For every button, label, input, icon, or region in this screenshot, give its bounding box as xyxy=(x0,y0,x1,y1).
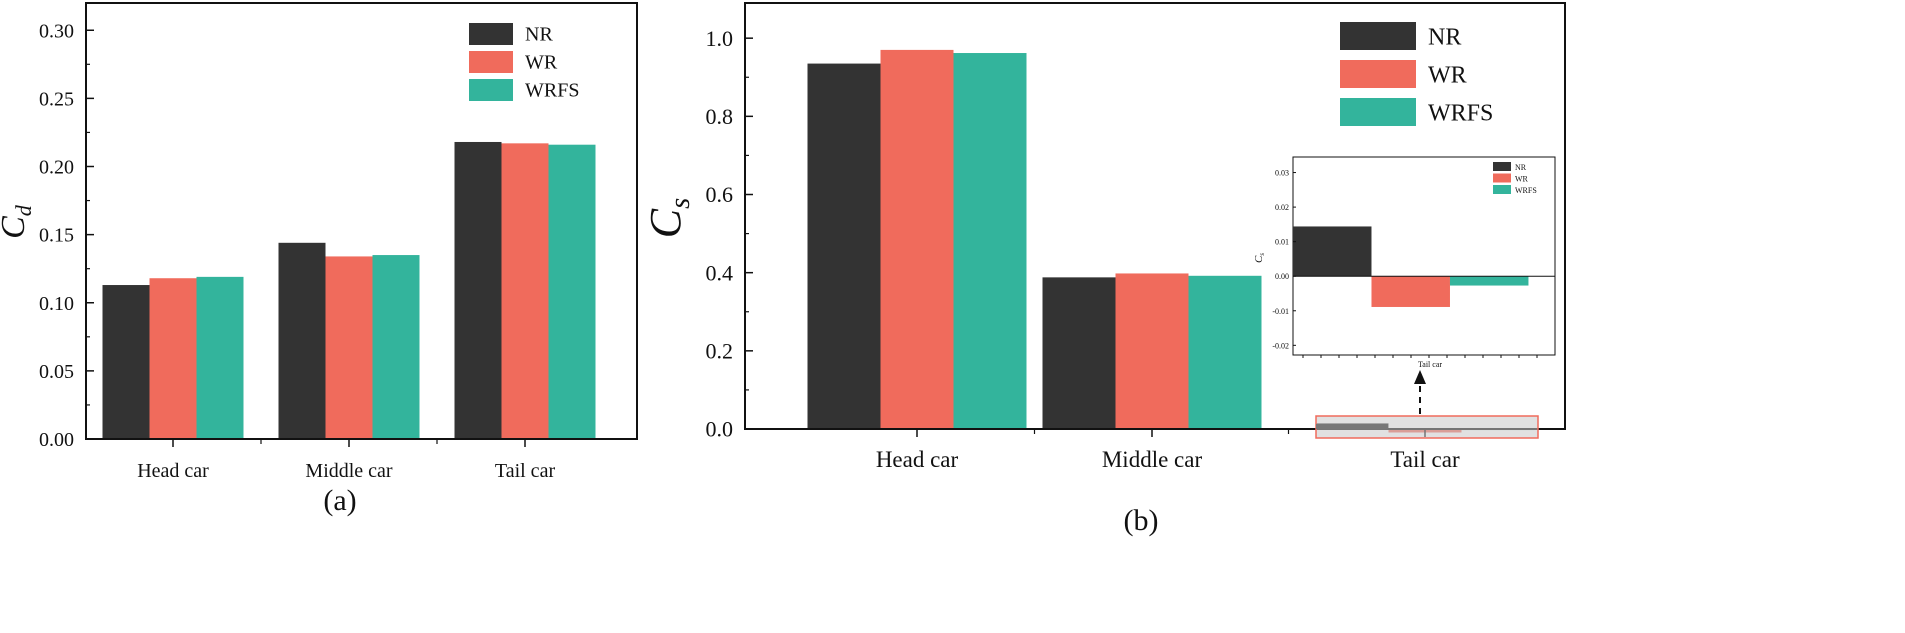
bar-WR-1 xyxy=(325,256,373,439)
bar-WR-2 xyxy=(501,143,549,439)
x-tick-label: Middle car xyxy=(305,460,393,482)
inset-bar-WRFS xyxy=(1449,276,1529,286)
highlight-bar-preview xyxy=(1316,424,1388,429)
bar-WRFS-2 xyxy=(548,144,596,439)
inset-legend-swatch-WR xyxy=(1493,173,1511,183)
y-axis-label: Cd xyxy=(0,204,36,239)
y-tick-label: 0.10 xyxy=(39,293,74,315)
inset-legend-label-WRFS: WRFS xyxy=(1515,186,1537,195)
panel-label: (b) xyxy=(1124,504,1159,537)
y-tick-label: 0.25 xyxy=(39,88,74,110)
bar-WR-1 xyxy=(1115,273,1189,429)
legend-swatch-WRFS xyxy=(469,79,513,101)
y-tick-label: 0.05 xyxy=(39,361,74,383)
arrow-head-icon xyxy=(1414,370,1426,384)
y-tick-label: 1.0 xyxy=(706,26,734,51)
bar-WRFS-1 xyxy=(372,255,420,439)
inset-y-tick-label: 0.02 xyxy=(1275,203,1289,212)
bar-NR-2 xyxy=(454,141,502,439)
inset-legend-swatch-NR xyxy=(1493,162,1511,171)
x-tick-label: Tail car xyxy=(495,460,556,482)
legend-label-WRFS: WRFS xyxy=(1428,100,1493,126)
inset-y-tick-label: -0.02 xyxy=(1272,341,1289,350)
y-tick-label: 0.00 xyxy=(39,429,74,451)
bar-NR-0 xyxy=(102,285,150,439)
inset-y-label-main: C xyxy=(1253,255,1265,263)
inset-y-tick-label: 0.00 xyxy=(1275,272,1289,281)
y-axis-label-main: C xyxy=(641,208,690,238)
inset-legend-label-WR: WR xyxy=(1515,175,1529,184)
bar-NR-1 xyxy=(278,242,326,439)
panel-label: (a) xyxy=(323,484,356,517)
x-tick-label: Tail car xyxy=(1390,447,1460,472)
y-axis-label-sub: s xyxy=(665,198,696,209)
inset-y-tick-label: 0.03 xyxy=(1275,169,1289,178)
legend-swatch-NR xyxy=(469,23,513,45)
bar-NR-0 xyxy=(807,63,881,430)
legend-swatch-WR xyxy=(1340,60,1416,88)
inset-bar-NR xyxy=(1293,226,1372,277)
x-tick-label: Middle car xyxy=(1102,447,1203,472)
y-axis-label-main: C xyxy=(0,216,32,239)
bar-WRFS-1 xyxy=(1188,275,1262,429)
inset-x-tick-label: Tail car xyxy=(1418,360,1442,369)
legend-swatch-WR xyxy=(469,51,513,73)
x-tick-label: Head car xyxy=(876,447,959,472)
inset-y-tick-label: 0.01 xyxy=(1275,238,1289,247)
y-tick-label: 0.0 xyxy=(706,417,734,442)
x-tick-label: Head car xyxy=(137,460,209,482)
inset-legend-swatch-WRFS xyxy=(1493,185,1511,194)
legend-swatch-WRFS xyxy=(1340,98,1416,126)
y-tick-label: 0.15 xyxy=(39,225,74,247)
bar-WR-0 xyxy=(880,49,954,430)
legend-label-NR: NR xyxy=(1428,24,1461,50)
y-tick-label: 0.6 xyxy=(706,182,734,207)
y-axis-label: Cs xyxy=(641,198,696,239)
bar-WR-0 xyxy=(149,278,197,439)
inset-bar-WR xyxy=(1371,276,1450,307)
y-tick-label: 0.4 xyxy=(706,260,734,285)
legend-label-WRFS: WRFS xyxy=(525,80,579,102)
chart-panel-0: 0.00 0.05 0.10 0.15 0.20 0.25 0.30 Head car Midd… xyxy=(0,2,638,517)
inset-y-label-sub: s xyxy=(1258,253,1266,256)
legend-label-WR: WR xyxy=(1428,62,1467,88)
inset-y-tick-label: -0.01 xyxy=(1272,307,1289,316)
bar-WRFS-0 xyxy=(953,53,1027,429)
y-tick-label: 0.8 xyxy=(706,104,734,129)
inset-chart: -0.02 -0.01 0.00 0.01 0.02 0.03 Tail car Cs NR WR… xyxy=(1253,156,1556,439)
bar-WRFS-0 xyxy=(196,276,244,439)
legend-swatch-NR xyxy=(1340,22,1416,50)
bar-NR-1 xyxy=(1042,277,1116,429)
y-axis-label-sub: d xyxy=(11,204,36,216)
y-tick-label: 0.2 xyxy=(706,339,734,364)
y-tick-label: 0.20 xyxy=(39,157,74,179)
legend-label-NR: NR xyxy=(525,24,553,46)
y-tick-label: 0.30 xyxy=(39,20,74,42)
chart-panel-1: 0.0 0.2 0.4 0.6 0.8 1.0 Head car Middle car Tail… xyxy=(641,2,1566,537)
legend-label-WR: WR xyxy=(525,52,558,74)
inset-y-label: Cs xyxy=(1253,253,1266,263)
inset-legend-label-NR: NR xyxy=(1515,163,1527,172)
